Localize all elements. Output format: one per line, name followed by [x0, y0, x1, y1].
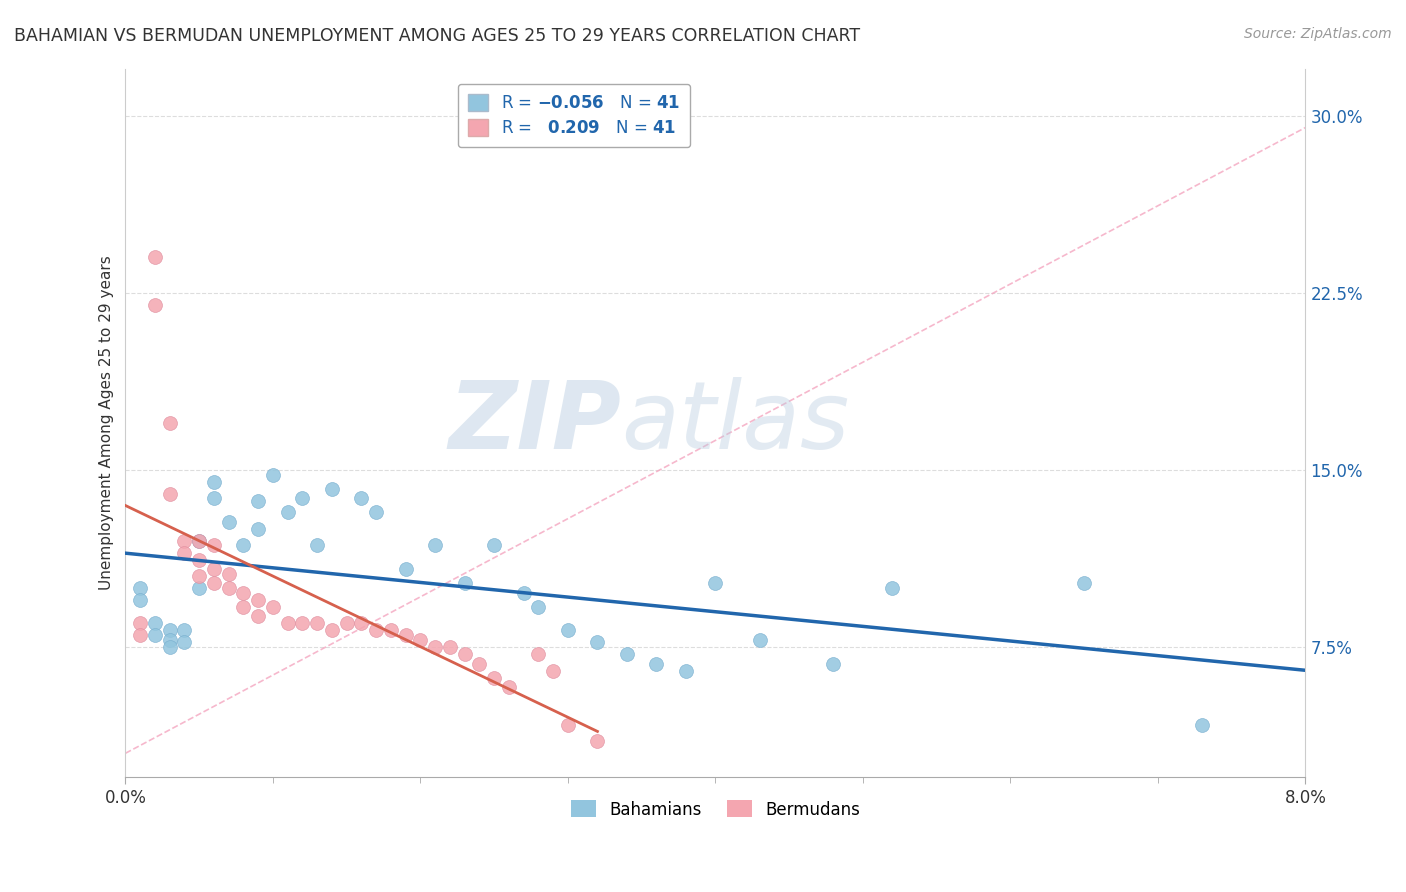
Point [202, 562, 225, 576]
Point [188, 533, 211, 548]
Point [395, 628, 418, 642]
Point [143, 628, 166, 642]
Point [277, 616, 299, 631]
Point [1073, 576, 1095, 591]
Point [188, 533, 211, 548]
Point [291, 491, 314, 506]
Point [232, 539, 254, 553]
Point [823, 657, 845, 671]
Point [159, 624, 181, 638]
Text: ZIP: ZIP [449, 376, 621, 468]
Point [425, 640, 447, 654]
Point [350, 616, 373, 631]
Point [291, 616, 314, 631]
Point [350, 491, 373, 506]
Point [675, 664, 697, 678]
Point [129, 581, 152, 595]
Point [586, 734, 609, 748]
Point [454, 576, 477, 591]
Point [129, 628, 152, 642]
Point [482, 671, 505, 685]
Point [882, 581, 904, 595]
Point [143, 251, 166, 265]
Point [1191, 718, 1213, 732]
Point [409, 632, 432, 647]
Point [173, 635, 195, 649]
Point [557, 718, 579, 732]
Point [541, 664, 564, 678]
Point [454, 647, 477, 661]
Point [616, 647, 638, 661]
Point [336, 616, 359, 631]
Point [159, 416, 181, 430]
Point [159, 640, 181, 654]
Text: BAHAMIAN VS BERMUDAN UNEMPLOYMENT AMONG AGES 25 TO 29 YEARS CORRELATION CHART: BAHAMIAN VS BERMUDAN UNEMPLOYMENT AMONG … [14, 27, 860, 45]
Point [159, 632, 181, 647]
Point [439, 640, 461, 654]
Point [159, 486, 181, 500]
Point [202, 539, 225, 553]
Point [395, 562, 418, 576]
Point [557, 624, 579, 638]
Point [218, 581, 240, 595]
Point [188, 569, 211, 583]
Point [366, 624, 388, 638]
Point [512, 585, 534, 599]
Text: atlas: atlas [621, 377, 849, 468]
Point [262, 467, 284, 482]
Point [188, 552, 211, 566]
Legend: Bahamians, Bermudans: Bahamians, Bermudans [564, 794, 866, 825]
Point [307, 616, 329, 631]
Point [498, 680, 520, 694]
Point [143, 616, 166, 631]
Point [129, 616, 152, 631]
Point [527, 599, 550, 614]
Point [468, 657, 491, 671]
Point [380, 624, 402, 638]
Text: Source: ZipAtlas.com: Source: ZipAtlas.com [1244, 27, 1392, 41]
Point [748, 632, 770, 647]
Point [586, 635, 609, 649]
Point [218, 515, 240, 529]
Point [202, 475, 225, 489]
Point [307, 539, 329, 553]
Point [247, 609, 270, 624]
Point [704, 576, 727, 591]
Y-axis label: Unemployment Among Ages 25 to 29 years: Unemployment Among Ages 25 to 29 years [100, 255, 114, 591]
Point [202, 576, 225, 591]
Point [262, 599, 284, 614]
Point [527, 647, 550, 661]
Point [321, 482, 343, 496]
Point [247, 522, 270, 536]
Point [247, 592, 270, 607]
Point [645, 657, 668, 671]
Point [232, 585, 254, 599]
Point [482, 539, 505, 553]
Point [188, 581, 211, 595]
Point [143, 298, 166, 312]
Point [425, 539, 447, 553]
Point [247, 493, 270, 508]
Point [129, 592, 152, 607]
Point [173, 624, 195, 638]
Point [218, 566, 240, 581]
Point [366, 505, 388, 519]
Point [173, 545, 195, 559]
Point [277, 505, 299, 519]
Point [232, 599, 254, 614]
Point [202, 491, 225, 506]
Point [173, 533, 195, 548]
Point [321, 624, 343, 638]
